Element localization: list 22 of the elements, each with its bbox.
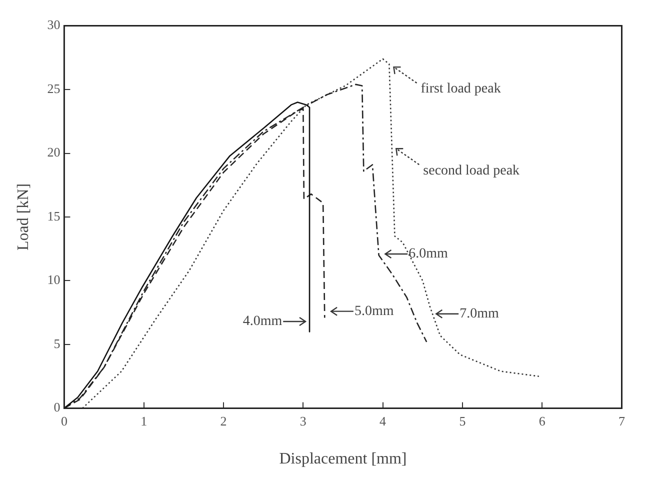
y-tick-label: 20 bbox=[47, 144, 60, 160]
y-tick-label: 10 bbox=[47, 272, 60, 288]
y-tick-label: 5 bbox=[54, 336, 60, 351]
annotation: 6.0mm bbox=[408, 246, 448, 262]
annotation: 4.0mm bbox=[242, 314, 282, 330]
x-tick-label: 7 bbox=[618, 413, 626, 428]
annotation: second load peak bbox=[423, 163, 520, 178]
annotation: first load peak bbox=[420, 82, 501, 97]
x-tick-label: 1 bbox=[140, 413, 148, 428]
y-tick-label: 25 bbox=[47, 80, 60, 96]
x-tick-label: 4 bbox=[380, 413, 387, 428]
y-tick-label: 0 bbox=[54, 400, 60, 415]
x-tick-label: 3 bbox=[300, 413, 306, 428]
annotation: 7.0mm bbox=[460, 306, 499, 322]
y-tick-label: 15 bbox=[47, 208, 60, 224]
y-axis-title: Load [kN] bbox=[14, 183, 32, 251]
x-tick-label: 5 bbox=[459, 413, 466, 428]
x-axis-title: Displacement [mm] bbox=[279, 450, 407, 468]
annotation: 5.0mm bbox=[354, 304, 394, 319]
x-tick-label: 2 bbox=[220, 413, 227, 428]
x-tick-label: 6 bbox=[538, 413, 546, 428]
y-tick-label: 30 bbox=[47, 17, 60, 32]
